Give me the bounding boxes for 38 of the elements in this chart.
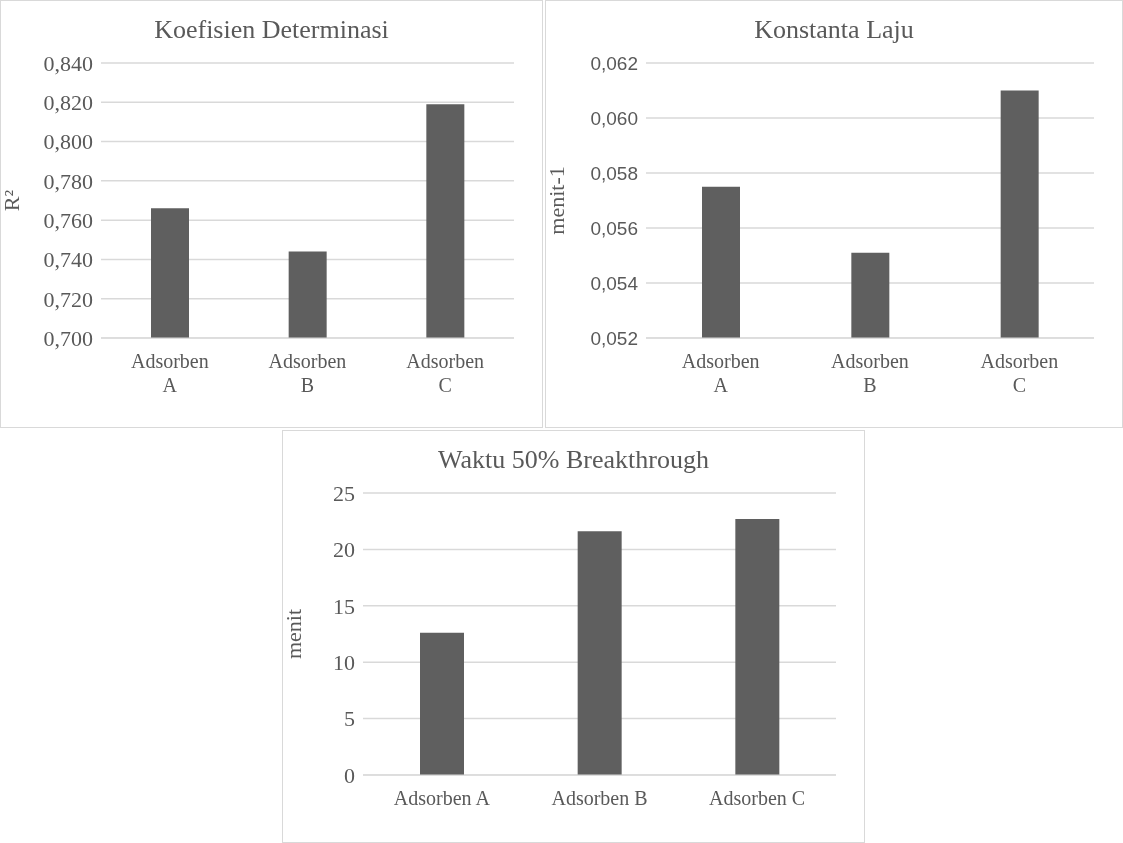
y-tick-label: 5 bbox=[344, 706, 355, 732]
y-axis-title: R² bbox=[0, 189, 24, 212]
x-tick-label: Adsorben B bbox=[551, 787, 648, 809]
chart-title: Waktu 50% Breakthrough bbox=[438, 445, 709, 474]
bar bbox=[577, 531, 622, 775]
x-tick-label: Adsorben A bbox=[681, 350, 760, 396]
y-tick-label: 10 bbox=[333, 650, 355, 676]
chart-title: Koefisien Determinasi bbox=[154, 15, 389, 44]
x-tick-label: Adsorben B bbox=[268, 350, 347, 396]
y-tick-label: 0,780 bbox=[43, 168, 93, 194]
bar bbox=[420, 632, 464, 775]
y-tick-label: 0,840 bbox=[43, 50, 93, 76]
y-tick-label: 15 bbox=[333, 593, 355, 619]
y-tick-label: 0 bbox=[344, 762, 355, 788]
chart-title: Konstanta Laju bbox=[754, 15, 914, 44]
y-tick-label: 0,720 bbox=[43, 286, 93, 312]
x-tick-label: Adsorben B bbox=[831, 350, 909, 396]
bar bbox=[735, 518, 780, 775]
x-tick-label: Adsorben C bbox=[709, 787, 806, 809]
x-tick-label: Adsorben C bbox=[980, 350, 1059, 396]
x-tick-label: Adsorben A bbox=[130, 350, 209, 396]
y-tick-label: 0,062 bbox=[590, 52, 638, 74]
y-tick-label: 20 bbox=[333, 537, 355, 563]
y-tick-label: 0,740 bbox=[43, 247, 93, 273]
y-tick-label: 0,800 bbox=[43, 129, 93, 155]
y-tick-label: 0,056 bbox=[590, 217, 638, 239]
y-tick-label: 0,760 bbox=[43, 207, 93, 233]
y-tick-label: 0,052 bbox=[590, 327, 638, 349]
x-tick-label: Adsorben C bbox=[406, 350, 485, 396]
y-axis-title: menit-1 bbox=[543, 166, 569, 235]
y-tick-label: 0,820 bbox=[43, 90, 93, 116]
x-tick-label: Adsorben A bbox=[393, 787, 491, 809]
y-tick-label: 25 bbox=[333, 480, 355, 506]
y-tick-label: 0,060 bbox=[590, 107, 638, 129]
y-tick-label: 0,054 bbox=[590, 272, 639, 294]
y-axis-title: menit bbox=[280, 608, 306, 660]
y-tick-label: 0,700 bbox=[43, 325, 93, 351]
y-tick-label: 0,058 bbox=[590, 162, 638, 184]
